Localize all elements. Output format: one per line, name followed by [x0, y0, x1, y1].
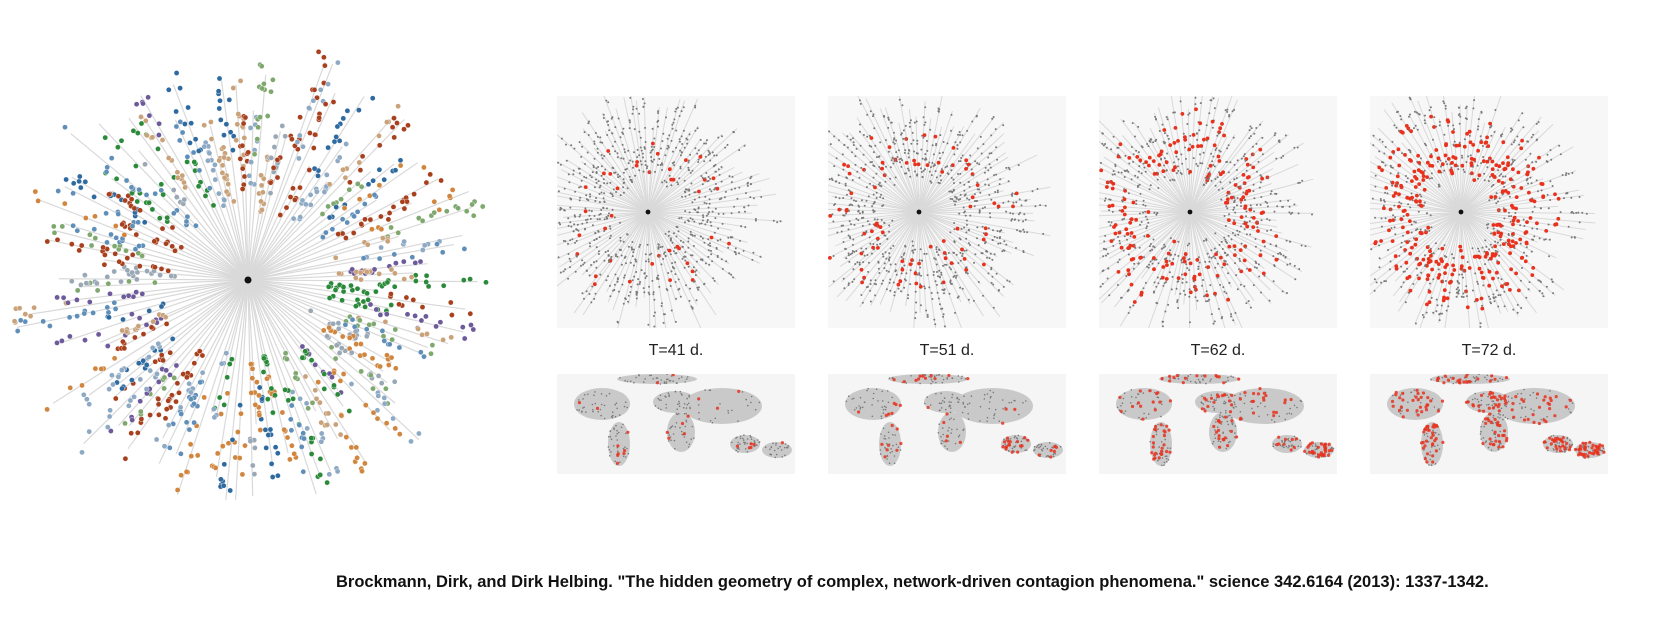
world-map-panel	[557, 373, 795, 474]
world-map-panel	[828, 373, 1066, 474]
network-panel	[1370, 96, 1608, 328]
network-panel	[828, 96, 1066, 328]
world-map-panel	[1099, 373, 1337, 474]
colored-network-tree	[11, 49, 489, 500]
time-label: T=72 d.	[1461, 342, 1517, 359]
time-label: T=62 d.	[1190, 342, 1246, 359]
citation-text: Brockmann, Dirk, and Dirk Helbing. "The …	[336, 573, 1489, 591]
world-map-panel	[1370, 372, 1608, 474]
network-panel	[1099, 96, 1337, 328]
network-panel	[557, 96, 795, 328]
time-label: T=41 d.	[648, 342, 704, 359]
time-label: T=51 d.	[919, 342, 975, 359]
